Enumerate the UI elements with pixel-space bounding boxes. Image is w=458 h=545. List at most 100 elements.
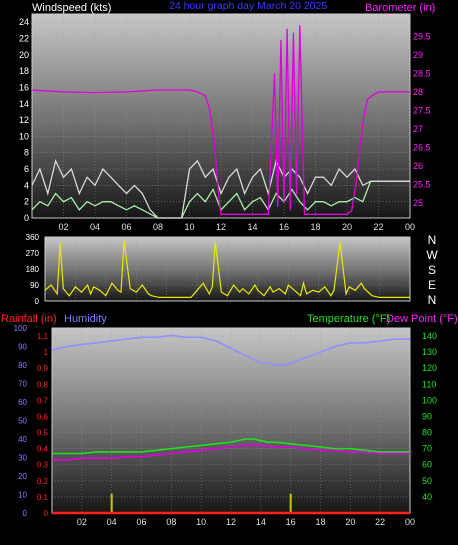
wind-direction-line [44,240,410,298]
temperature-y-tick-label: 120 [422,363,437,373]
wind-x-tick-label: 18 [310,222,320,232]
gust-line [31,158,410,219]
rainfall-axis-title: Rainfall (in) [1,313,57,325]
climate-x-tick-label: 12 [226,517,236,527]
dewpoint-axis-title: Dew Point (°F) [386,313,458,325]
temperature-y-tick-label: 60 [422,460,432,470]
climate-x-tick-label: 04 [107,517,117,527]
rainfall-y-tick-label: 0.1 [37,493,49,502]
wind-x-tick-label: 22 [373,222,383,232]
rain-rate-bar [289,493,292,513]
humidity-y-tick-label: 40 [18,435,27,444]
wind-y-tick-label: 16 [19,82,29,92]
wind-y-tick-label: 24 [19,17,29,27]
climate-x-tick-label: 14 [256,517,266,527]
temperature-y-tick-label: 40 [422,492,432,502]
rainfall-y-tick-label: 1.1 [37,332,49,341]
wind-y-tick-label: 0 [24,213,29,223]
wind-x-tick-label: 12 [216,222,226,232]
wind-y-tick-label: 12 [19,115,29,125]
climate-x-tick-label: 06 [136,517,146,527]
climate-x-tick-label: 22 [375,517,385,527]
direction-y-tick-label: 180 [26,265,40,274]
humidity-axis-title: Humidity [64,313,107,325]
rainfall-y-tick-label: 0.8 [37,380,49,389]
direction-y-tick-label: 0 [35,297,40,306]
temperature-y-tick-label: 130 [422,347,437,357]
wind-axis-title: Windspeed (kts) [32,2,111,14]
wind-y-tick-label: 18 [19,66,29,76]
temperature-y-tick-label: 110 [422,379,436,389]
humidity-y-tick-label: 60 [18,398,27,407]
barometer-y-tick-label: 26 [413,161,423,171]
wind-y-tick-label: 22 [19,33,29,43]
rainfall-y-tick-label: 0.9 [37,364,49,373]
humidity-y-tick-label: 10 [18,491,27,500]
wind-x-tick-label: 16 [279,222,289,232]
rainfall-y-tick-label: 0 [44,509,49,518]
barometer-y-tick-label: 26.5 [413,143,431,153]
compass-label: E [428,278,436,292]
wind-y-tick-label: 8 [24,148,29,158]
wind-x-tick-label: 04 [90,222,100,232]
humidity-y-tick-label: 30 [18,454,27,463]
climate-x-tick-label: 16 [286,517,296,527]
compass-label: W [426,248,438,262]
temperature-y-tick-label: 100 [422,395,437,405]
rain-rate-bar [110,493,113,513]
rainfall-y-tick-label: 0.7 [37,396,49,405]
wind-y-tick-label: 2 [24,197,29,207]
humidity-y-tick-label: 80 [18,361,27,370]
wind-x-tick-label: 00 [405,222,415,232]
humidity-line [51,334,410,366]
compass-label: N [428,293,437,307]
barometer-y-tick-label: 28 [413,87,423,97]
climate-x-tick-label: 02 [77,517,87,527]
temperature-y-tick-label: 50 [422,476,432,486]
humidity-y-tick-label: 90 [18,343,27,352]
rainfall-y-tick-label: 0.5 [37,429,49,438]
direction-y-tick-label: 360 [26,233,40,242]
rainfall-y-tick-label: 1 [44,348,49,357]
rainfall-y-tick-label: 0.4 [37,445,49,454]
humidity-y-tick-label: 20 [18,472,27,481]
humidity-y-tick-label: 100 [14,324,28,333]
wind-x-tick-label: 06 [121,222,131,232]
humidity-y-tick-label: 0 [23,509,28,518]
dewpoint-line [52,444,410,461]
barometer-y-tick-label: 27.5 [413,105,431,115]
wind-y-tick-label: 10 [19,131,29,141]
wind-y-tick-label: 20 [19,50,29,60]
barometer-y-tick-label: 29.5 [413,31,431,41]
wind-x-tick-label: 10 [184,222,194,232]
temperature-y-tick-label: 70 [422,444,432,454]
barometer-y-tick-label: 29 [413,50,423,60]
climate-x-tick-label: 08 [166,517,176,527]
climate-x-tick-label: 20 [345,517,355,527]
barometer-line [31,25,410,215]
rainfall-y-tick-label: 0.2 [37,477,49,486]
wind-x-tick-label: 20 [342,222,352,232]
wind-x-tick-label: 14 [247,222,257,232]
barometer-y-tick-label: 25 [413,198,423,208]
barometer-axis-title: Barometer (in) [365,2,435,14]
wind-y-tick-label: 14 [19,99,29,109]
barometer-y-tick-label: 28.5 [413,68,431,78]
barometer-y-tick-label: 25.5 [413,180,431,190]
wind-y-tick-label: 4 [24,180,29,190]
direction-y-tick-label: 90 [30,281,39,290]
temperature-axis-title: Temperature (°F) [307,313,390,325]
graph-title: 24 hour graph day March 20 2025 [169,0,327,12]
climate-x-tick-label: 18 [315,517,325,527]
climate-x-tick-label: 00 [405,517,415,527]
compass-label: S [428,263,436,277]
barometer-y-tick-label: 27 [413,124,423,134]
temperature-line [52,438,410,455]
rainfall-y-tick-label: 0.3 [37,461,49,470]
rainfall-y-tick-label: 0.6 [37,412,49,421]
direction-y-tick-label: 270 [26,249,40,258]
temperature-y-tick-label: 140 [422,331,437,341]
wind-y-tick-label: 6 [24,164,29,174]
